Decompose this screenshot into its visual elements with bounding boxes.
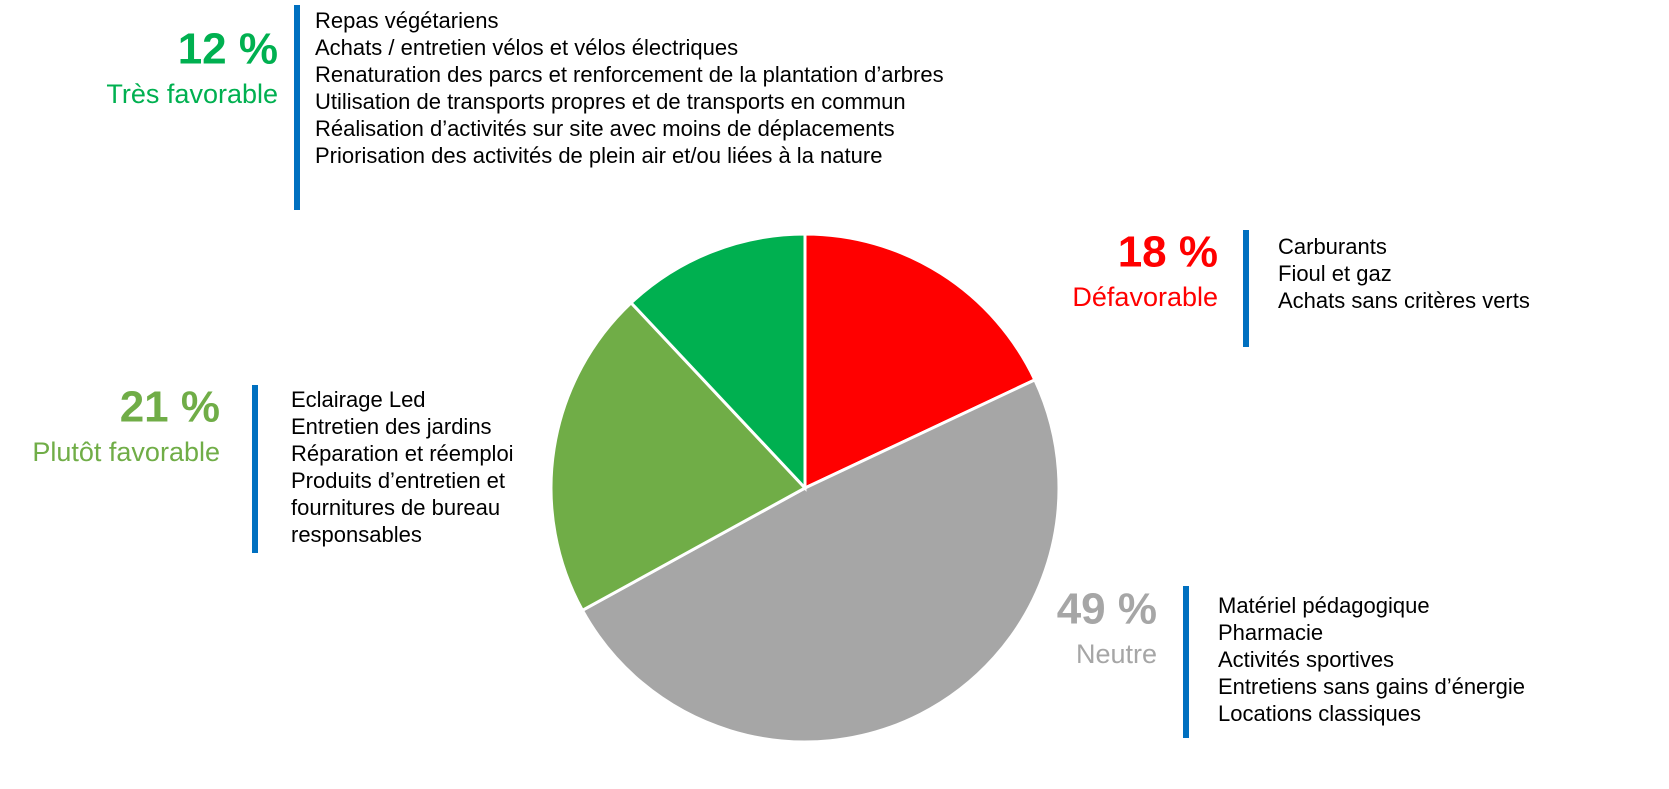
item-text: Renaturation des parcs et renforcement d… <box>315 62 944 87</box>
pie-slice <box>629 232 807 492</box>
item-text: Matériel pédagogique <box>1218 593 1430 618</box>
item-text: Carburants <box>1278 234 1387 259</box>
pie-slice <box>803 232 1037 491</box>
item-text: Achats / entretien vélos et vélos électr… <box>315 35 738 60</box>
category-label: Neutre <box>1076 639 1157 669</box>
value-label: 49 % <box>1057 585 1157 634</box>
pie-slice <box>580 377 1061 744</box>
item-text: Achats sans critères verts <box>1278 288 1530 313</box>
item-text: Réparation et réemploi <box>291 441 514 466</box>
separator-bar <box>1183 586 1189 738</box>
category-label: Très favorable <box>106 79 278 109</box>
item-text: Entretiens sans gains d’énergie <box>1218 674 1525 699</box>
item-text: Repas végétariens <box>315 8 498 33</box>
item-text: Locations classiques <box>1218 701 1421 726</box>
item-text: Pharmacie <box>1218 620 1323 645</box>
pie-slice <box>549 300 808 613</box>
separator-bar <box>1243 230 1249 347</box>
value-label: 21 % <box>120 383 220 432</box>
category-label: Plutôt favorable <box>32 437 220 467</box>
value-label: 18 % <box>1118 228 1218 277</box>
item-text: fournitures de bureau <box>291 495 500 520</box>
item-text: Fioul et gaz <box>1278 261 1392 286</box>
item-text: Activités sportives <box>1218 647 1394 672</box>
item-text: Produits d’entretien et <box>291 468 505 493</box>
item-text: Réalisation d’activités sur site avec mo… <box>315 116 895 141</box>
item-text: Priorisation des activités de plein air … <box>315 143 882 168</box>
item-text: Utilisation de transports propres et de … <box>315 89 906 114</box>
category-label: Défavorable <box>1072 282 1218 312</box>
item-text: Eclairage Led <box>291 387 426 412</box>
item-text: responsables <box>291 522 422 547</box>
separator-bar <box>294 5 300 210</box>
item-text: Entretien des jardins <box>291 414 492 439</box>
value-label: 12 % <box>178 25 278 74</box>
separator-bar <box>252 385 258 553</box>
